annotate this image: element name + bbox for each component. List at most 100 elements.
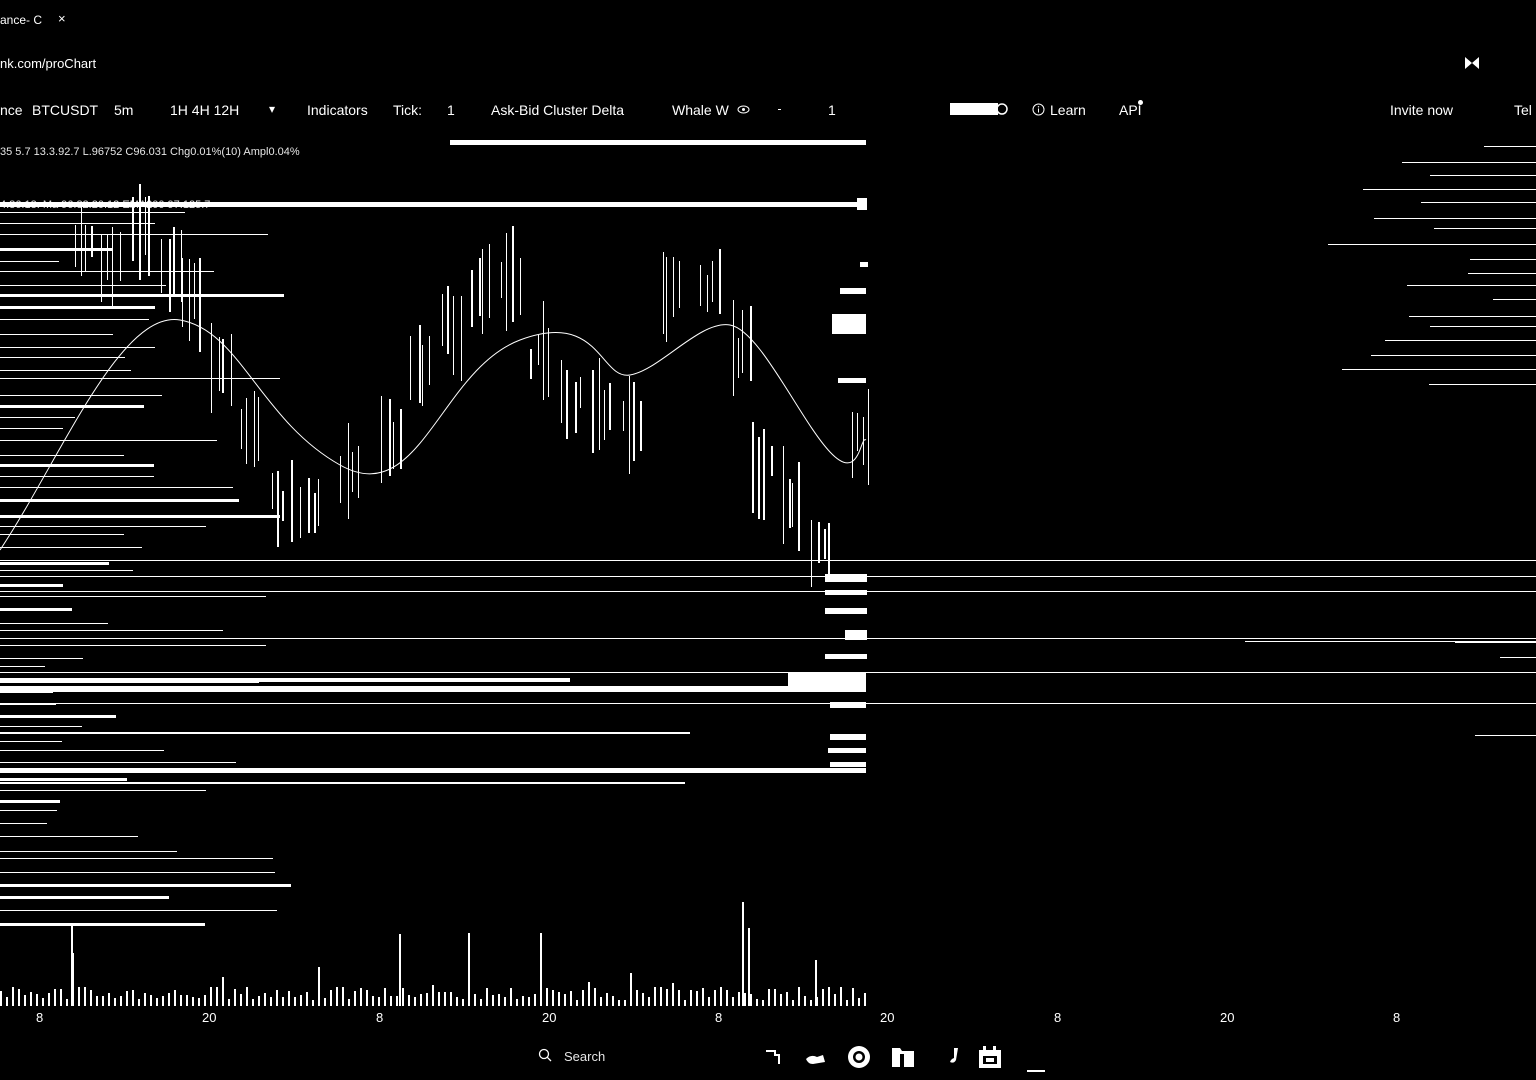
info-icon[interactable] bbox=[1032, 103, 1045, 116]
volume-bar bbox=[252, 999, 254, 1006]
volume-bar bbox=[774, 989, 776, 1006]
candle-wick bbox=[352, 452, 353, 492]
browser-tab-title[interactable]: ance- C bbox=[0, 13, 43, 27]
volume-bar bbox=[306, 992, 308, 1006]
volume-bar bbox=[420, 994, 422, 1006]
browser-icon[interactable] bbox=[846, 1044, 872, 1070]
volume-bar bbox=[780, 994, 782, 1006]
volume-bar bbox=[246, 987, 248, 1006]
candle-wick bbox=[169, 239, 171, 312]
candle-wick bbox=[219, 337, 220, 391]
volume-profile-bar bbox=[0, 768, 866, 773]
volume-bar bbox=[510, 988, 512, 1006]
tab-close-icon[interactable]: × bbox=[58, 11, 66, 26]
candle-wick bbox=[246, 398, 247, 464]
horizontal-guide-line bbox=[0, 576, 1536, 577]
candle-wick bbox=[763, 429, 765, 520]
x-axis-tick: 8 bbox=[1054, 1010, 1062, 1025]
symbol-selector[interactable]: BTCUSDT bbox=[32, 102, 99, 118]
volume-profile-bar bbox=[0, 455, 124, 456]
volume-bar bbox=[174, 990, 176, 1006]
extension-icon[interactable] bbox=[1463, 54, 1481, 72]
volume-bar bbox=[822, 989, 824, 1006]
store-icon[interactable] bbox=[940, 1044, 966, 1070]
volume-bar bbox=[71, 924, 73, 1006]
tick-value[interactable]: 1 bbox=[447, 102, 455, 118]
depth-line bbox=[1434, 228, 1536, 229]
api-link[interactable]: API bbox=[1119, 102, 1142, 118]
volume-profile-bar bbox=[0, 623, 108, 624]
volume-bar bbox=[234, 989, 236, 1006]
x-axis-tick: 20 bbox=[542, 1010, 557, 1025]
whale-threshold-value[interactable]: 1 bbox=[828, 102, 836, 118]
tick-label: Tick: bbox=[393, 102, 423, 118]
address-bar[interactable] bbox=[0, 46, 1536, 82]
whale-watch-label[interactable]: Whale W bbox=[672, 102, 729, 118]
widgets-icon[interactable] bbox=[803, 1044, 829, 1070]
volume-profile-bar bbox=[0, 248, 113, 251]
task-view-icon[interactable] bbox=[762, 1044, 788, 1070]
candle-wick bbox=[783, 446, 784, 544]
cluster-delta-selector[interactable]: Ask-Bid Cluster Delta bbox=[491, 102, 625, 118]
volume-bar bbox=[654, 987, 656, 1006]
interval-dropdown-icon[interactable]: ▾ bbox=[269, 102, 276, 116]
volume-bar bbox=[858, 998, 860, 1006]
volume-bar bbox=[0, 991, 2, 1006]
price-chart[interactable] bbox=[0, 130, 1536, 1030]
volume-bar bbox=[618, 1000, 620, 1006]
depth-line bbox=[1409, 316, 1536, 317]
invite-now-button[interactable]: Invite now bbox=[1390, 102, 1454, 118]
indicators-button[interactable]: Indicators bbox=[307, 102, 368, 118]
volume-bar bbox=[750, 994, 752, 1006]
interval-buttons[interactable]: 1H 4H 12H bbox=[170, 102, 240, 118]
telegram-link[interactable]: Tel bbox=[1514, 102, 1532, 118]
candle-wick bbox=[633, 382, 635, 461]
volume-bar bbox=[114, 998, 116, 1006]
learn-link[interactable]: Learn bbox=[1050, 102, 1086, 118]
volume-profile-bar bbox=[0, 800, 60, 803]
candle-wick bbox=[771, 446, 773, 476]
volume-bar bbox=[54, 989, 56, 1006]
candle-wick bbox=[112, 227, 113, 307]
volume-profile-bar bbox=[0, 778, 127, 781]
candle-wick bbox=[818, 522, 820, 563]
volume-bar bbox=[786, 992, 788, 1006]
search-icon[interactable] bbox=[537, 1047, 553, 1063]
horizontal-guide-line bbox=[0, 672, 1536, 673]
depth-line bbox=[1371, 355, 1536, 356]
moving-average-legend: 4.86.13. Ma 96.82.20.12 EMA200 97.125.7 bbox=[0, 199, 211, 211]
volume-bar bbox=[690, 990, 692, 1006]
volume-profile-bar bbox=[0, 261, 59, 262]
depth-line bbox=[1402, 162, 1536, 163]
candle-wick bbox=[604, 390, 605, 440]
eye-icon[interactable] bbox=[737, 103, 750, 116]
browser-tab-bar bbox=[0, 0, 1536, 40]
volume-bar bbox=[60, 989, 62, 1006]
x-axis-tick: 20 bbox=[1220, 1010, 1235, 1025]
depth-line bbox=[1245, 641, 1536, 642]
volume-bar bbox=[144, 993, 146, 1006]
volume-bar bbox=[576, 1000, 578, 1006]
volume-bar bbox=[264, 993, 266, 1006]
candle-wick bbox=[548, 328, 549, 397]
order-book-block bbox=[788, 672, 866, 688]
taskbar-search-input[interactable]: Search bbox=[564, 1049, 606, 1064]
volume-bar bbox=[636, 990, 638, 1006]
interval-button-5m[interactable]: 5m bbox=[114, 102, 134, 118]
file-explorer-icon[interactable] bbox=[890, 1044, 916, 1070]
candle-wick bbox=[482, 249, 483, 334]
address-bar-url[interactable]: nk.com/proChart bbox=[0, 56, 97, 71]
volume-profile-bar bbox=[0, 223, 155, 224]
volume-bar bbox=[102, 996, 104, 1006]
horizontal-guide-line bbox=[0, 638, 1536, 639]
depth-line bbox=[1493, 299, 1536, 300]
depth-line bbox=[1468, 273, 1536, 274]
volume-profile-bar bbox=[0, 562, 109, 565]
volume-profile-bar bbox=[0, 405, 144, 408]
toggle-switch[interactable] bbox=[950, 102, 1008, 116]
volume-bar bbox=[792, 1000, 794, 1006]
order-book-block bbox=[825, 590, 867, 595]
volume-bar bbox=[126, 991, 128, 1006]
calendar-icon[interactable] bbox=[977, 1044, 1003, 1070]
volume-bar bbox=[708, 997, 710, 1006]
